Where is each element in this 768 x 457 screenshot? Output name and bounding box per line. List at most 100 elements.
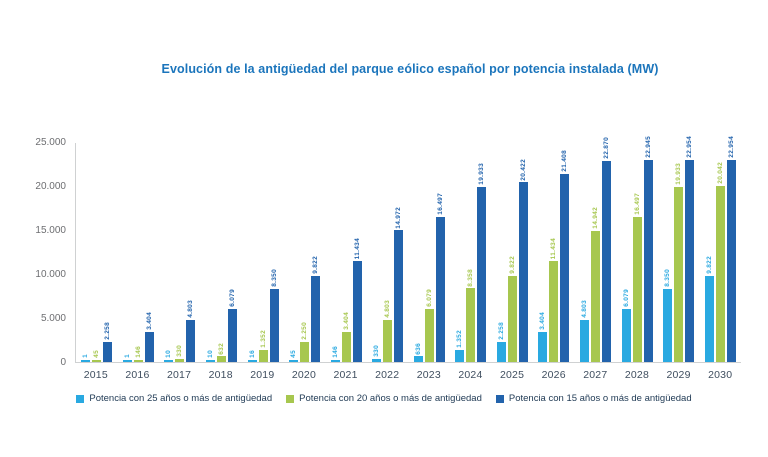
bar-group-2027: 4.803 14.942 22.870	[580, 137, 612, 362]
bar-value-label: 16.497	[436, 193, 444, 215]
x-axis-year-label: 2021	[333, 369, 358, 381]
bar-cell: 4.803	[580, 300, 590, 362]
bar-value-label: 3.404	[342, 312, 350, 331]
bar-value-label: 22.954	[727, 136, 735, 159]
bar-series_20-2025	[507, 275, 517, 362]
x-axis-year-label: 2023	[416, 369, 441, 381]
bar-value-label: 2.258	[104, 322, 112, 341]
x-axis-labels: 2015 2016 2017 2018 2019 2020 2021 2022 2023 2024…	[75, 369, 741, 381]
bar-series_25-2025	[496, 342, 506, 362]
bar-cell: 146	[133, 346, 143, 362]
bar-value-label: 4.803	[187, 299, 195, 318]
bar-cell: 45	[92, 350, 102, 362]
bar-value-label: 6.079	[425, 288, 433, 307]
bar-value-label: 9.822	[312, 255, 320, 274]
bar-cell: 9.822	[311, 255, 321, 362]
bar-cell: 14.942	[591, 207, 601, 362]
bar-cell: 22.954	[726, 136, 736, 362]
bar-series_20-2018	[216, 356, 226, 362]
bar-series_15-2021	[352, 261, 362, 362]
x-axis-year-label: 2020	[291, 369, 317, 381]
x-axis-year-label: 2029	[666, 369, 691, 381]
x-axis-year-label: 2015	[83, 369, 108, 381]
x-axis-year-label: 2024	[458, 369, 483, 381]
bar-cell: 1.352	[455, 330, 465, 362]
x-axis-year-label: 2030	[708, 369, 733, 381]
bar-cell: 3.404	[341, 312, 351, 362]
bar-series_15-2015	[103, 342, 113, 362]
bar-value-label: 22.945	[644, 136, 652, 159]
x-axis-year-label: 2027	[583, 369, 608, 381]
bar-value-label: 14.972	[395, 206, 403, 229]
bar-value-label: 632	[217, 342, 225, 355]
bar-value-label: 8.350	[270, 268, 278, 287]
bar-series_15-2026	[560, 173, 570, 362]
bar-cell: 16.497	[435, 193, 445, 362]
bar-cell: 636	[413, 343, 423, 362]
bar-series_15-2024	[477, 186, 487, 362]
bar-group-2017: 10 330 4.803	[164, 143, 196, 362]
x-axis-year-label: 2017	[166, 369, 192, 381]
y-tick-label: 20.000	[35, 181, 66, 192]
bar-value-label: 19.933	[675, 162, 683, 185]
x-axis-year-label: 2018	[208, 369, 233, 381]
bar-series_20-2029	[674, 186, 684, 362]
bar-series_15-2030	[726, 160, 736, 362]
bar-value-label: 1.352	[259, 330, 267, 349]
bar-group-2026: 3.404 11.434 21.408	[538, 143, 570, 362]
bar-group-2029: 8.350 19.933 22.954	[663, 136, 695, 362]
bar-cell: 632	[216, 342, 226, 362]
bar-value-label: 9.822	[705, 255, 713, 274]
bar-group-2018: 10 632 6.079	[205, 143, 237, 362]
bar-value-label: 3.404	[539, 312, 547, 331]
bar-value-label: 19.933	[478, 162, 486, 185]
bar-series_25-2027	[580, 319, 590, 362]
bar-group-2024: 1.352 8.358 19.933	[455, 143, 487, 362]
bar-value-label: 6.079	[622, 288, 630, 307]
bar-cell: 9.822	[507, 256, 517, 362]
bar-value-label: 21.408	[561, 149, 569, 172]
bar-group-2020: 45 2.250 9.822	[289, 143, 321, 362]
bar-series_20-2022	[383, 319, 393, 362]
bar-series_20-2016	[133, 360, 143, 362]
bar-series_15-2022	[394, 230, 404, 362]
bar-cell: 22.954	[685, 136, 695, 362]
bar-series_20-2020	[300, 342, 310, 362]
plot-area: 1 45 2.258 1 146 3.404 10 330 4.803 10 632 6.079 16 1…	[75, 136, 741, 363]
x-axis-year-label: 2026	[541, 369, 566, 381]
bar-group-2022: 330 4.803 14.972	[372, 143, 404, 362]
bar-series_25-2018	[205, 360, 215, 362]
bar-group-2019: 16 1.352 8.350	[247, 143, 279, 362]
bar-series_25-2021	[330, 360, 340, 362]
bar-value-label: 16.497	[633, 193, 641, 215]
y-tick-label: 0	[60, 357, 66, 368]
bar-cell: 16	[247, 350, 257, 362]
bar-series_20-2028	[632, 216, 642, 362]
x-axis-year-label: 2022	[375, 369, 400, 381]
bar-value-label: 22.954	[686, 136, 694, 159]
x-axis-year-label: 2019	[250, 369, 275, 381]
bar-series_15-2018	[227, 308, 237, 362]
bar-series_20-2024	[466, 288, 476, 362]
bar-value-label: 22.870	[603, 137, 611, 159]
bar-group-2015: 1 45 2.258	[81, 143, 113, 362]
bar-series_25-2029	[663, 288, 673, 362]
bar-value-label: 2.258	[497, 322, 505, 341]
bar-series_15-2017	[186, 319, 196, 362]
bar-cell: 11.434	[352, 238, 362, 362]
bar-group-2028: 6.079 16.497 22.945	[621, 136, 653, 362]
bar-value-label: 6.079	[228, 288, 236, 307]
bar-series_15-2023	[435, 216, 445, 362]
bar-cell: 6.079	[227, 288, 237, 362]
bar-value-label: 1	[123, 354, 131, 358]
bar-series_15-2019	[269, 288, 279, 362]
bar-series_15-2016	[144, 332, 154, 362]
legend-label: Potencia con 25 años o más de antigüedad	[89, 393, 273, 404]
bar-cell: 10	[164, 350, 174, 362]
bar-series_25-2016	[122, 360, 132, 362]
bar-series_20-2023	[424, 308, 434, 362]
bar-series_25-2026	[538, 332, 548, 362]
bar-series_25-2015	[81, 360, 91, 362]
bar-cell: 8.350	[663, 269, 673, 362]
bar-cell: 330	[175, 345, 185, 362]
